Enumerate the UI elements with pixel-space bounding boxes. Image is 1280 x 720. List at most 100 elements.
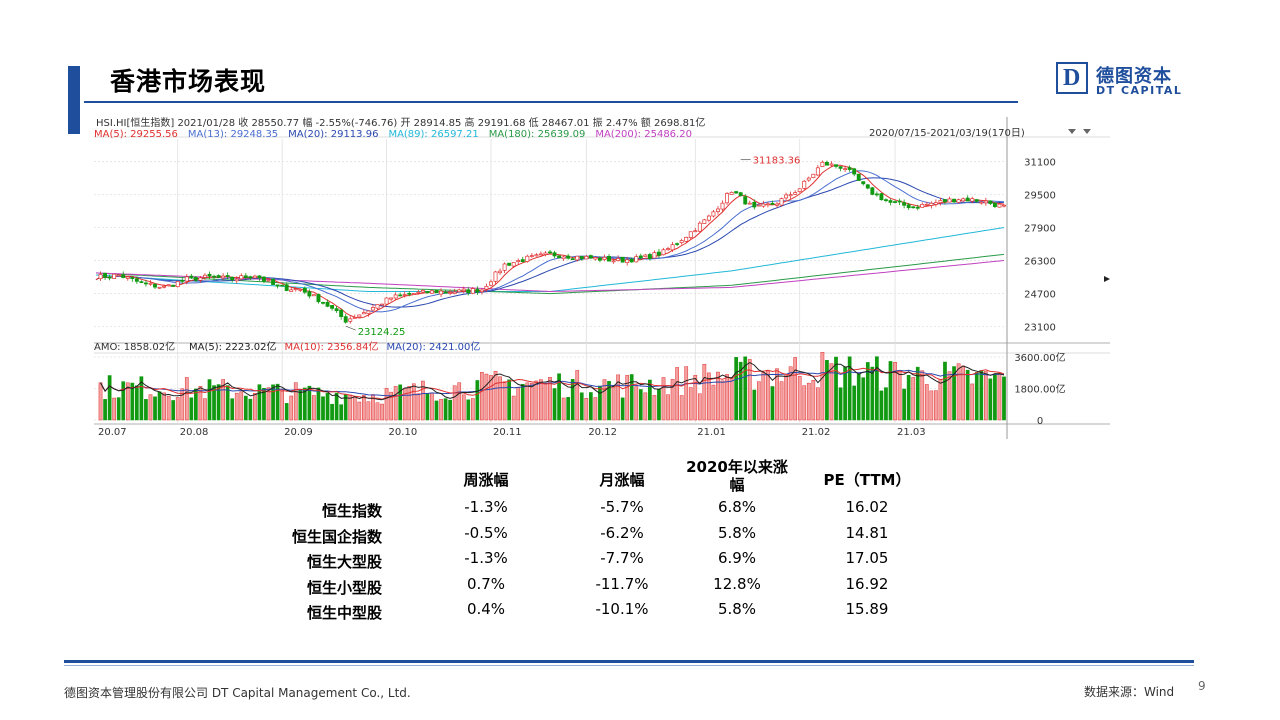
candle-body xyxy=(1002,204,1006,207)
time-axis-label: 20.12 xyxy=(588,427,617,438)
page-title: 香港市场表现 xyxy=(110,67,267,96)
volume-bar xyxy=(302,387,307,421)
candle-body xyxy=(561,256,566,260)
candle-body xyxy=(779,198,784,206)
candle-body xyxy=(257,275,262,279)
candle-body xyxy=(339,309,344,317)
volume-bar xyxy=(253,393,257,421)
candle-body xyxy=(348,318,353,322)
volume-bar xyxy=(148,394,153,421)
price-tick-label: 27900 xyxy=(1024,224,1056,235)
volume-bar xyxy=(198,386,203,421)
volume-bar xyxy=(838,387,843,421)
candle-body xyxy=(525,255,530,262)
candle-body xyxy=(157,286,162,289)
volume-ma-legend-item: MA(10): 2356.84亿 xyxy=(285,340,379,353)
candle-body xyxy=(893,201,897,203)
volume-bar xyxy=(861,377,866,421)
candle-body xyxy=(784,194,789,199)
volume-bar xyxy=(284,403,289,421)
volume-bar xyxy=(965,369,970,421)
volume-bar xyxy=(870,366,875,421)
volume-bar xyxy=(489,375,493,421)
volume-bar xyxy=(312,395,316,421)
table-cell: -7.7% xyxy=(600,549,644,567)
volume-tick-label: 3600.00亿 xyxy=(1014,351,1065,364)
volume-bar xyxy=(180,388,185,421)
footer-rule xyxy=(64,660,1194,663)
price-tick-label: 24700 xyxy=(1024,290,1056,301)
candle-body xyxy=(820,161,825,167)
candle-body xyxy=(198,277,203,281)
candle-body xyxy=(847,167,852,170)
table-cell: 0.7% xyxy=(466,574,506,593)
candle-body xyxy=(729,191,734,195)
volume-ma-line-5 xyxy=(100,362,1005,401)
volume-bar xyxy=(834,356,838,421)
volume-bar xyxy=(743,356,748,421)
volume-bar xyxy=(371,394,375,421)
volume-bar xyxy=(652,395,657,421)
candle-body xyxy=(284,284,289,291)
volume-bar xyxy=(598,385,602,421)
candle-body xyxy=(307,291,312,297)
volume-bar xyxy=(393,386,398,421)
volume-bar xyxy=(157,391,162,421)
volume-bar xyxy=(584,398,589,421)
time-axis-label: 20.11 xyxy=(493,427,522,438)
candle-body xyxy=(293,288,298,291)
candle-body xyxy=(974,199,979,202)
candle-body xyxy=(979,201,984,204)
volume-bar xyxy=(520,384,525,421)
candle-body xyxy=(493,271,498,282)
candle-body xyxy=(162,285,167,288)
volume-bar xyxy=(825,359,829,421)
footer-company: 德图资本管理股份有限公司 DT Capital Management Co., … xyxy=(64,686,411,700)
title-accent-bar xyxy=(68,66,80,134)
time-axis-label: 20.10 xyxy=(389,427,418,438)
candle-body xyxy=(321,302,325,304)
volume-bar xyxy=(979,370,984,421)
volume-bar xyxy=(638,389,643,421)
volume-header: AMO: 1858.02亿 xyxy=(94,340,175,353)
volume-bar xyxy=(466,399,471,421)
volume-bar xyxy=(634,386,639,421)
candle-body xyxy=(389,297,394,300)
time-axis-label: 20.07 xyxy=(98,427,127,438)
candle-body xyxy=(897,200,902,203)
volume-bar xyxy=(802,385,807,421)
title-underline xyxy=(84,101,1018,103)
candle-body xyxy=(98,274,103,280)
table-row-label: 恒生中型股 xyxy=(306,604,382,622)
volume-bar xyxy=(407,386,412,421)
volume-bar xyxy=(570,379,575,421)
candle-body xyxy=(380,303,384,306)
candle-body xyxy=(352,317,357,319)
candle-body xyxy=(602,256,607,261)
candle-body xyxy=(570,258,575,261)
candle-body xyxy=(956,199,961,203)
candle-body xyxy=(675,243,680,245)
candle-body xyxy=(557,255,562,259)
volume-bar xyxy=(511,395,516,421)
volume-bar xyxy=(766,370,770,421)
volume-bar xyxy=(906,375,911,421)
candle-body xyxy=(416,291,421,294)
volume-bar xyxy=(175,397,180,421)
candle-body xyxy=(625,259,630,264)
volume-bar xyxy=(788,366,793,421)
volume-bar xyxy=(943,361,947,421)
volume-bar xyxy=(679,395,684,421)
candle-body xyxy=(112,273,117,279)
candle-body xyxy=(970,198,975,202)
hsi-chart: HSI.HI[恒生指数] 2021/01/28 收 28550.77 幅 -2.… xyxy=(94,117,1110,439)
volume-bar xyxy=(688,387,693,421)
volume-bar xyxy=(811,380,816,421)
volume-bar xyxy=(207,379,212,421)
volume-bar xyxy=(993,374,997,421)
candle-body xyxy=(325,301,330,307)
volume-ma-line-20 xyxy=(100,369,1005,397)
time-axis-label: 21.02 xyxy=(802,427,831,438)
volume-bar xyxy=(125,382,130,421)
volume-bar xyxy=(716,371,720,421)
